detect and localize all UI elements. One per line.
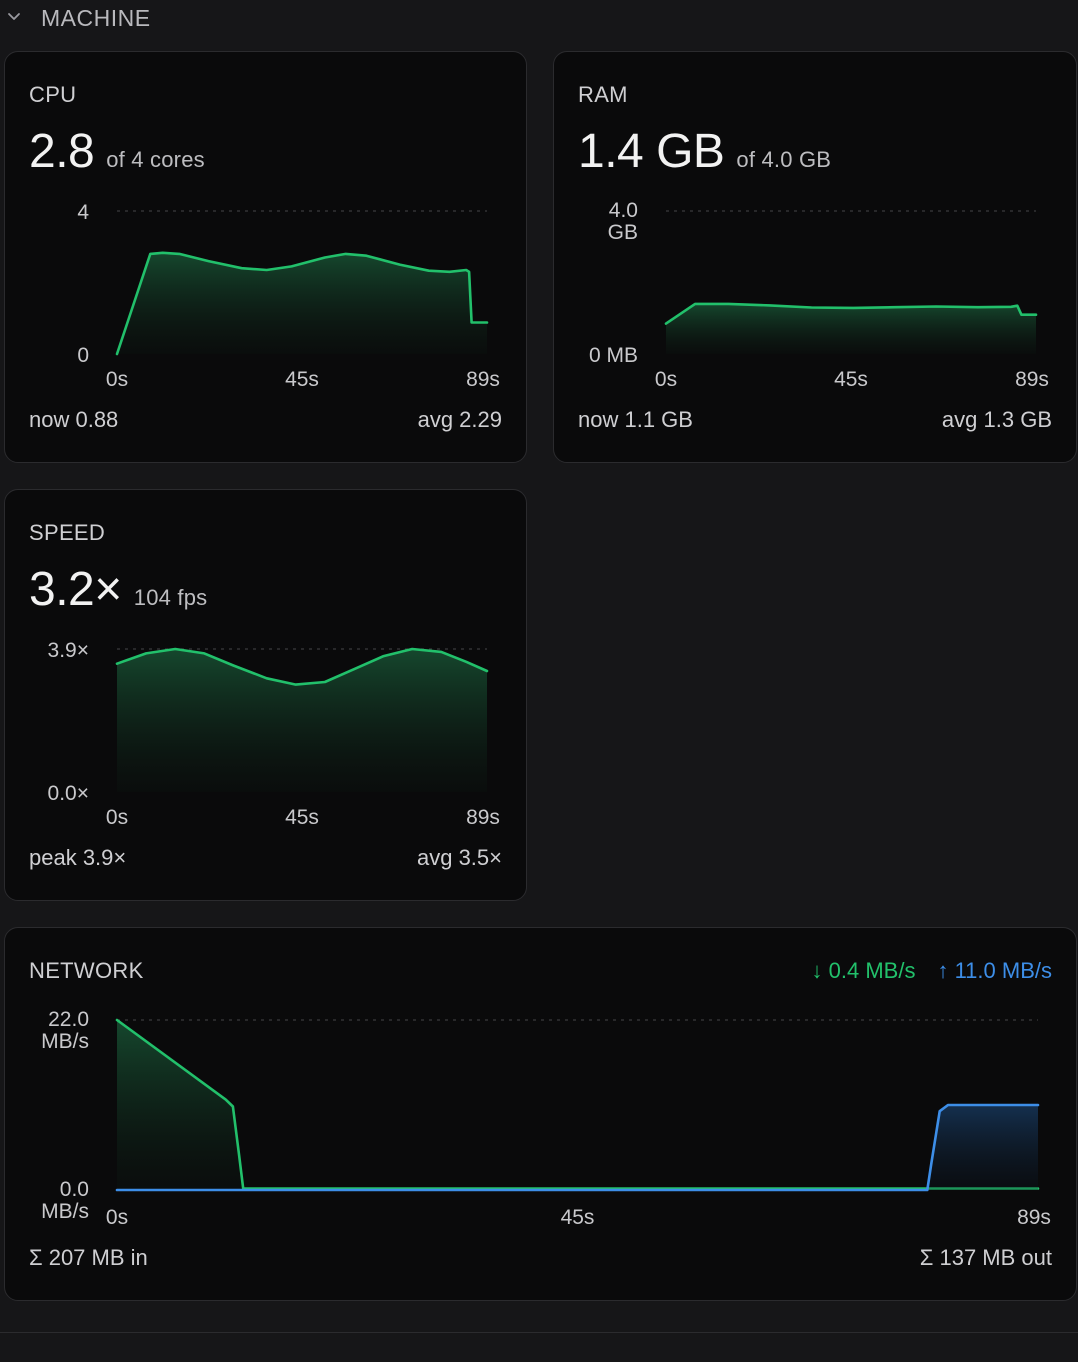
cpu-value: 2.8 of 4 cores xyxy=(29,124,205,179)
series-line-0 xyxy=(664,302,1038,325)
series-line-0 xyxy=(115,251,489,356)
section-title: MACHINE xyxy=(41,5,151,31)
series-area-0 xyxy=(117,1020,1038,1190)
y-tick-min: 0 MB xyxy=(589,344,638,367)
cpu-value-number: 2.8 xyxy=(29,125,95,178)
y-tick-min: 0.0× xyxy=(48,782,89,805)
ram-avg: avg 1.3 GB xyxy=(941,407,1052,432)
x-tick-89s: 89s xyxy=(466,806,500,829)
x-tick-0s: 0s xyxy=(106,368,128,391)
network-total-out: Σ 137 MB out xyxy=(919,1245,1052,1270)
speed-value-number: 3.2× xyxy=(29,563,122,616)
x-tick-0s: 0s xyxy=(106,806,128,829)
y-tick-max: 3.9× xyxy=(48,639,89,662)
ram-now: now 1.1 GB xyxy=(578,407,693,432)
cpu-capacity: of 4 cores xyxy=(106,147,205,172)
speed-fps: 104 fps xyxy=(133,585,208,610)
series-line-0 xyxy=(115,647,489,686)
speed-chart: 3.9× 0.0× 0s 45s 89s xyxy=(48,639,500,829)
series-area-1 xyxy=(117,1105,1038,1190)
cpu-now: now 0.88 xyxy=(29,407,119,432)
y-tick-max: 4 xyxy=(77,201,89,224)
speed-value: 3.2× 104 fps xyxy=(29,562,207,617)
series-line-1 xyxy=(115,1103,1040,1192)
x-tick-89s: 89s xyxy=(466,368,500,391)
series-area-0 xyxy=(117,649,487,792)
download-rate: ↓ 0.4 MB/s xyxy=(811,958,916,983)
y-tick-max: 22.0 MB/s xyxy=(41,1008,89,1053)
ram-label: RAM xyxy=(578,82,628,107)
ram-chart: 4.0 GB 0 MB 0s 45s 89s xyxy=(589,199,1049,391)
x-tick-45s: 45s xyxy=(561,1206,595,1229)
network-label: NETWORK xyxy=(29,958,144,983)
cpu-avg: avg 2.29 xyxy=(417,407,502,432)
x-tick-0s: 0s xyxy=(655,368,677,391)
speed-card: SPEED 3.2× 104 fps 3.9× 0.0× 0s 45s 89s peak … xyxy=(4,489,527,901)
cpu-label: CPU xyxy=(29,82,77,107)
y-tick-max: 4.0 GB xyxy=(608,199,638,244)
x-tick-89s: 89s xyxy=(1017,1206,1051,1229)
x-tick-45s: 45s xyxy=(285,806,319,829)
network-chart: 22.0 MB/s 0.0 MB/s 0s 45s 89s xyxy=(41,1008,1051,1229)
network-rates: ↓ 0.4 MB/s ↑ 11.0 MB/s xyxy=(812,958,1052,984)
section-header-machine[interactable]: MACHINE xyxy=(0,0,1078,36)
ram-card: RAM 1.4 GB of 4.0 GB 4.0 GB 0 MB 0s 45s 89s no… xyxy=(553,51,1077,463)
speed-peak: peak 3.9× xyxy=(29,845,127,870)
network-total-in: Σ 207 MB in xyxy=(29,1245,148,1270)
x-tick-0s: 0s xyxy=(106,1206,128,1229)
network-card: NETWORK ↓ 0.4 MB/s ↑ 11.0 MB/s 22.0 MB/s 0.… xyxy=(4,927,1077,1301)
ram-value-number: 1.4 GB xyxy=(578,125,725,178)
y-tick-min: 0 xyxy=(77,344,89,367)
series-area-0 xyxy=(666,303,1036,354)
x-tick-89s: 89s xyxy=(1015,368,1049,391)
x-tick-45s: 45s xyxy=(834,368,868,391)
y-tick-min: 0.0 MB/s xyxy=(41,1178,89,1223)
cpu-chart: 4 0 0s 45s 89s xyxy=(77,201,500,391)
ram-value: 1.4 GB of 4.0 GB xyxy=(578,124,831,179)
speed-label: SPEED xyxy=(29,520,106,545)
bottom-divider xyxy=(0,1332,1078,1333)
series-line-0 xyxy=(115,1018,1040,1190)
cpu-card: CPU 2.8 of 4 cores 4 0 0s 45s 89s now 0.88 av… xyxy=(4,51,527,463)
upload-rate: ↑ 11.0 MB/s xyxy=(937,958,1052,983)
series-area-0 xyxy=(117,252,487,354)
speed-avg: avg 3.5× xyxy=(416,845,502,870)
ram-capacity: of 4.0 GB xyxy=(736,147,832,172)
chevron-down-icon xyxy=(8,13,20,20)
x-tick-45s: 45s xyxy=(285,368,319,391)
